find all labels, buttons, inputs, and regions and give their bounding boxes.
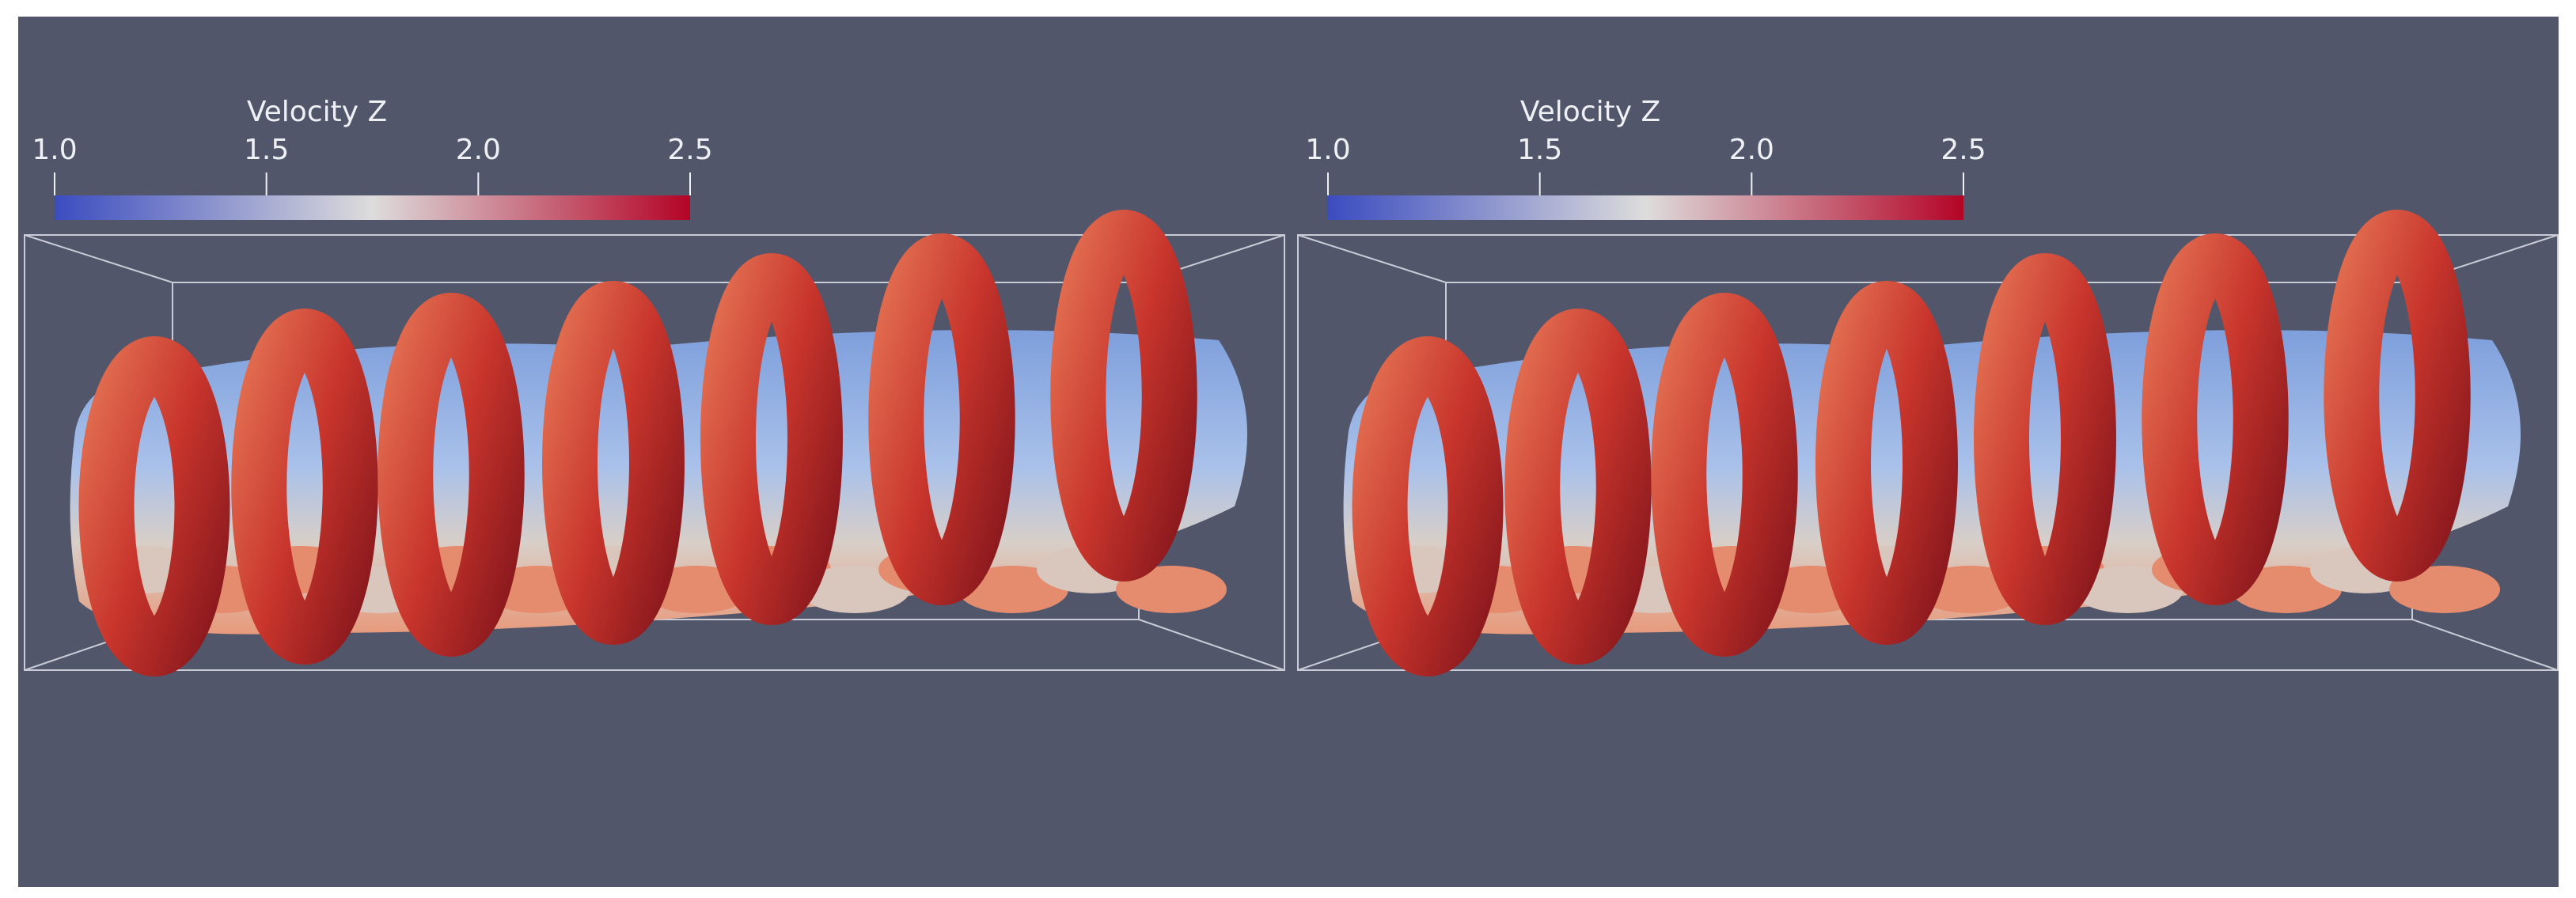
outline-outer — [1297, 234, 2559, 671]
colorbar-tick-label: 1.0 — [1305, 134, 1350, 166]
vortex-ring — [1050, 210, 1197, 582]
panel: Velocity Z 1.0 1.5 2.0 2.5 — [1297, 96, 2559, 676]
vortex-ring — [231, 309, 378, 665]
colorbar-tick-label: 2.0 — [456, 134, 501, 166]
vortex-ring — [1352, 336, 1504, 676]
colorbar-tick-label: 1.5 — [244, 134, 289, 166]
colorbar-tick-label: 1.5 — [1517, 134, 1562, 166]
vortex-ring — [1815, 281, 1958, 645]
vortex-ring — [78, 336, 230, 676]
vortex-ring — [700, 253, 843, 625]
vortex-lobe — [1116, 566, 1227, 613]
outline-edge — [1138, 619, 1285, 671]
panel: Velocity Z 1.0 1.5 2.0 2.5 — [24, 96, 1285, 676]
colorbar — [55, 195, 690, 220]
vortex-ring — [377, 293, 525, 657]
vortex-ring — [1974, 253, 2116, 625]
colorbar — [1328, 195, 1963, 220]
vortex-lobe — [2389, 566, 2500, 613]
colorbar-tick-label: 2.5 — [667, 134, 712, 166]
colorbar-title: Velocity Z — [1520, 96, 1660, 128]
vortex-ring — [2324, 210, 2471, 582]
vortex-ring — [868, 233, 1015, 605]
outline-edge — [1297, 234, 1447, 283]
outline-outer — [24, 234, 1285, 671]
outline-edge — [2411, 619, 2559, 671]
vortex-ring — [1651, 293, 1798, 657]
colorbar-title: Velocity Z — [247, 96, 387, 128]
vortex-ring — [1504, 309, 1652, 665]
colorbar-tick-label: 2.0 — [1729, 134, 1774, 166]
vortex-ring — [2142, 233, 2289, 605]
colorbar-tick-label: 2.5 — [1941, 134, 1986, 166]
vortex-ring — [542, 281, 685, 645]
colorbar-tick-label: 1.0 — [32, 134, 77, 166]
outline-edge — [24, 234, 173, 283]
